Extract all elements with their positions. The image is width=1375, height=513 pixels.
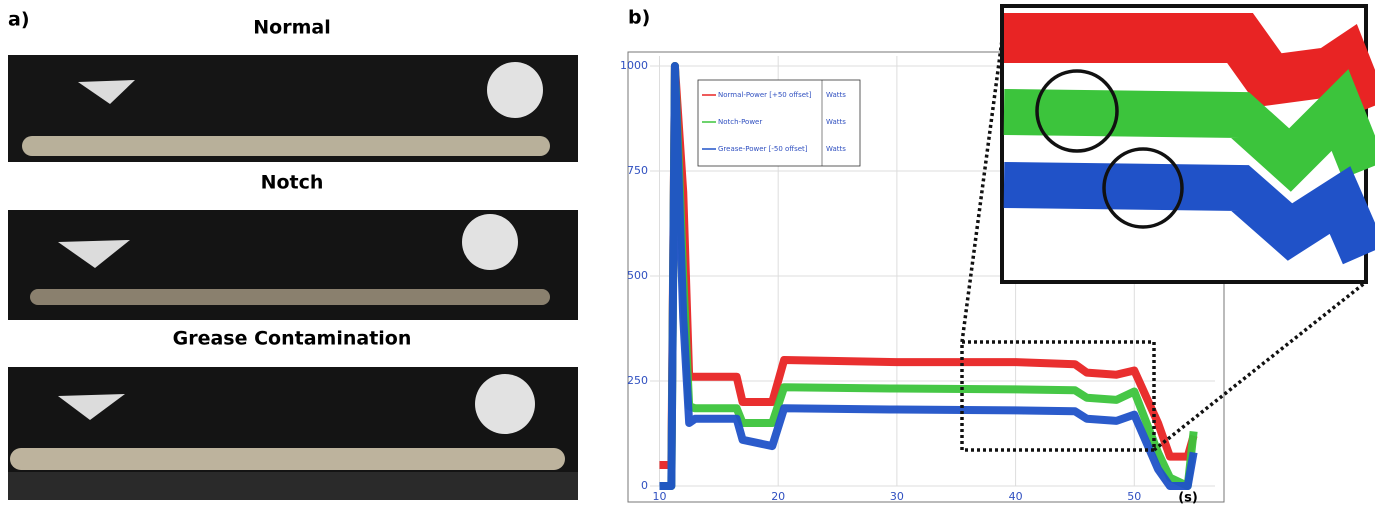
photo-title: Notch bbox=[261, 172, 324, 194]
y-tick-label: 0 bbox=[641, 479, 648, 492]
photo bbox=[8, 55, 578, 162]
photo-title: Normal bbox=[253, 17, 330, 39]
photo bbox=[8, 367, 578, 500]
y-tick-label: 500 bbox=[627, 269, 648, 282]
zoom-indicator bbox=[960, 39, 1368, 452]
photo-title: Grease Contamination bbox=[173, 328, 412, 350]
legend-unit: Watts bbox=[826, 145, 846, 153]
panel-label: a) bbox=[8, 9, 30, 31]
x-tick-label: 20 bbox=[771, 490, 785, 503]
x-tick-label: 40 bbox=[1009, 490, 1023, 503]
legend: Normal-Power [+50 offset] Watts Notch-Powe… bbox=[697, 79, 861, 167]
legend-unit: Watts bbox=[826, 91, 846, 99]
x-tick-label: 10 bbox=[652, 490, 666, 503]
x-tick-label: 30 bbox=[890, 490, 904, 503]
x-tick-label: 50 bbox=[1127, 490, 1141, 503]
zoom-inset bbox=[1000, 4, 1375, 284]
legend-unit: Watts bbox=[826, 118, 846, 126]
series-line bbox=[659, 62, 1198, 490]
y-tick-label: 1000 bbox=[620, 59, 648, 72]
legend-label: Notch-Power bbox=[718, 118, 762, 126]
legend-label: Normal-Power [+50 offset] bbox=[718, 91, 812, 99]
legend-label: Grease-Power [-50 offset] bbox=[718, 145, 808, 153]
y-tick-label: 250 bbox=[627, 374, 648, 387]
x-axis-label: (s) bbox=[1178, 491, 1198, 506]
panel-label: b) bbox=[628, 7, 650, 29]
photo bbox=[8, 210, 578, 320]
y-tick-label: 750 bbox=[627, 164, 648, 177]
